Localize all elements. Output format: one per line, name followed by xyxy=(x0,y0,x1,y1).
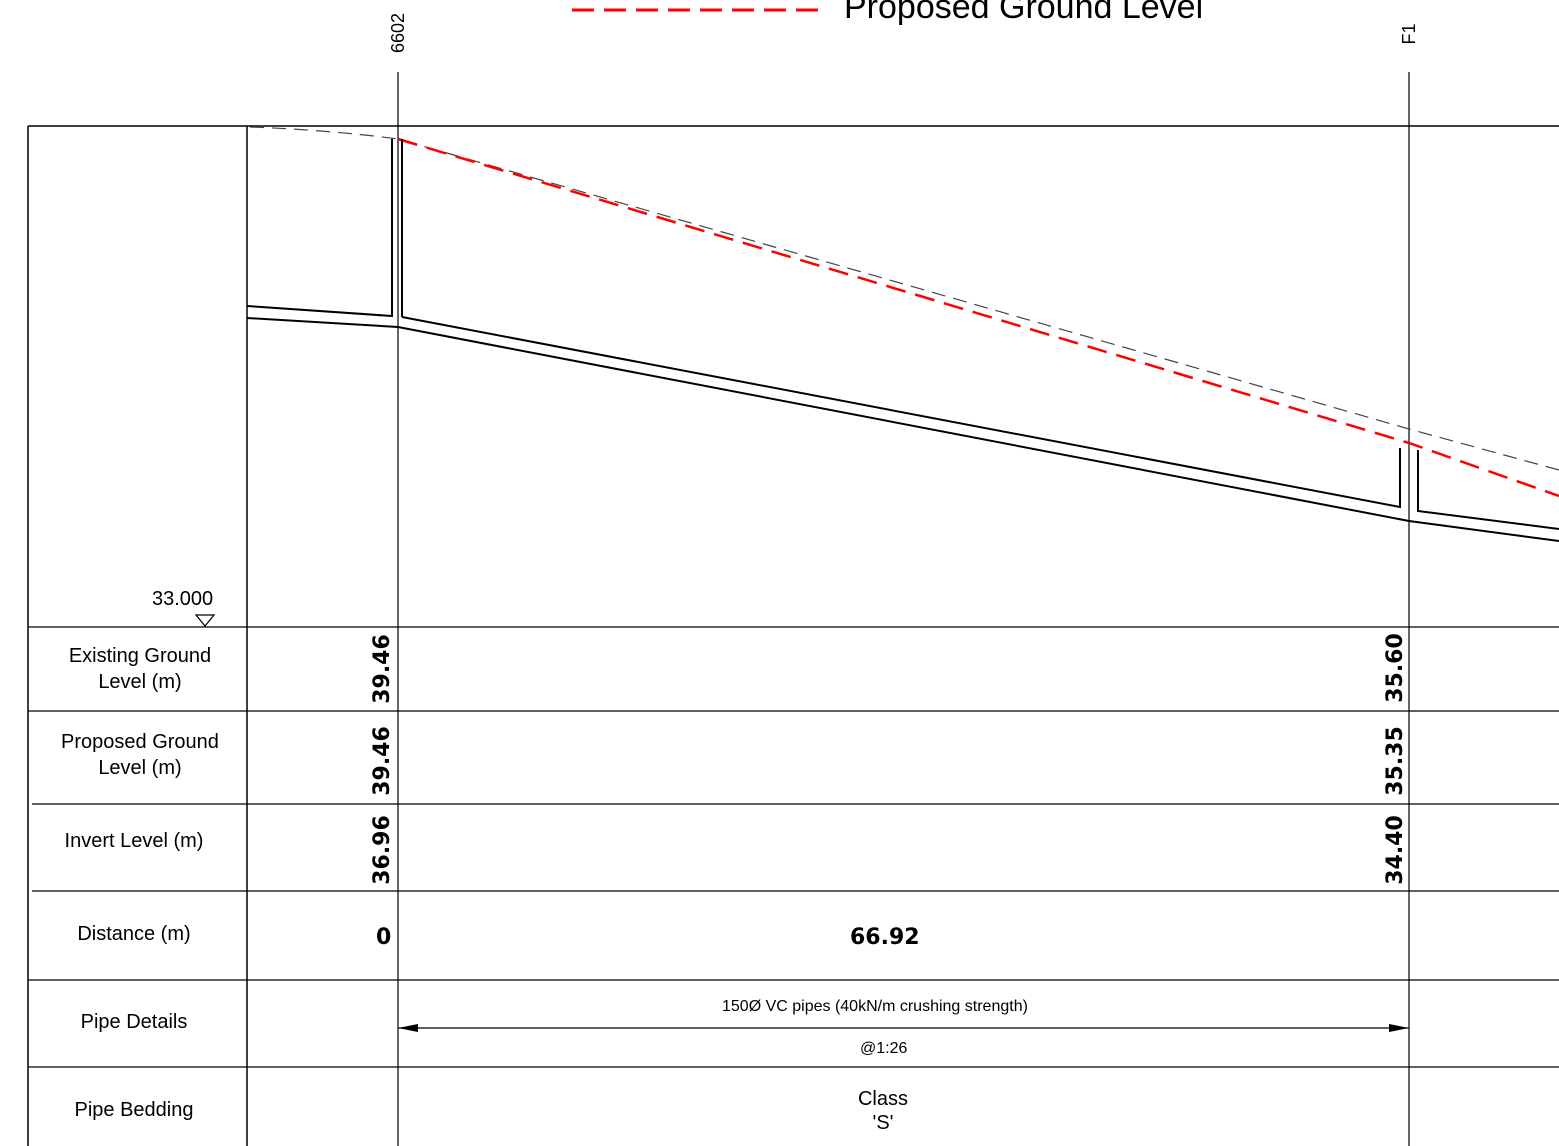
proposed-ground-F1: 35.35 xyxy=(1383,726,1408,796)
invert-level-6602: 36.96 xyxy=(370,815,395,885)
invert-level-F1: 34.40 xyxy=(1383,815,1408,885)
pipe-bedding-class: Class 'S' xyxy=(857,1088,908,1134)
row-label-existing-ground: Existing Ground Level (m) xyxy=(68,645,212,693)
incoming-pipe-bottom xyxy=(246,317,399,328)
row-label-pipe-bedding: Pipe Bedding xyxy=(74,1099,194,1121)
proposed-ground-6602: 39.46 xyxy=(370,726,395,796)
distance-start: 0 xyxy=(376,925,392,950)
main-pipe-top xyxy=(401,316,1401,509)
row-label-distance: Distance (m) xyxy=(77,923,191,945)
existing-ground-F1: 35.60 xyxy=(1383,633,1408,703)
datum-value: 33.000 xyxy=(152,588,214,610)
existing-ground-line xyxy=(249,126,1559,471)
legend-proposed-label: Proposed Ground Level xyxy=(844,0,1204,26)
main-pipe-bottom xyxy=(397,326,1410,522)
pipe-dimension-arrow-right xyxy=(1389,1024,1409,1032)
pipe-gradient: @1:26 xyxy=(860,1040,908,1057)
existing-ground-6602: 39.46 xyxy=(370,634,395,704)
pipe-dimension-arrow-left xyxy=(398,1024,418,1032)
row-label-proposed-ground: Proposed Ground Level (m) xyxy=(61,731,219,779)
row-label-invert-level: Invert Level (m) xyxy=(64,830,204,852)
datum-triangle xyxy=(194,614,216,627)
distance-segment: 66.92 xyxy=(850,925,920,950)
row-label-pipe-details: Pipe Details xyxy=(80,1011,188,1033)
proposed-ground-line xyxy=(397,137,1559,498)
outgoing-pipe-top xyxy=(1417,450,1559,530)
outgoing-pipe-bottom xyxy=(1408,520,1559,542)
pipe-description: 150Ø VC pipes (40kN/m crushing strength) xyxy=(722,998,1028,1015)
incoming-pipe-top xyxy=(246,139,393,318)
manhole-F1-label: F1 xyxy=(1399,23,1419,45)
manhole-6602-label: 6602 xyxy=(388,12,408,54)
